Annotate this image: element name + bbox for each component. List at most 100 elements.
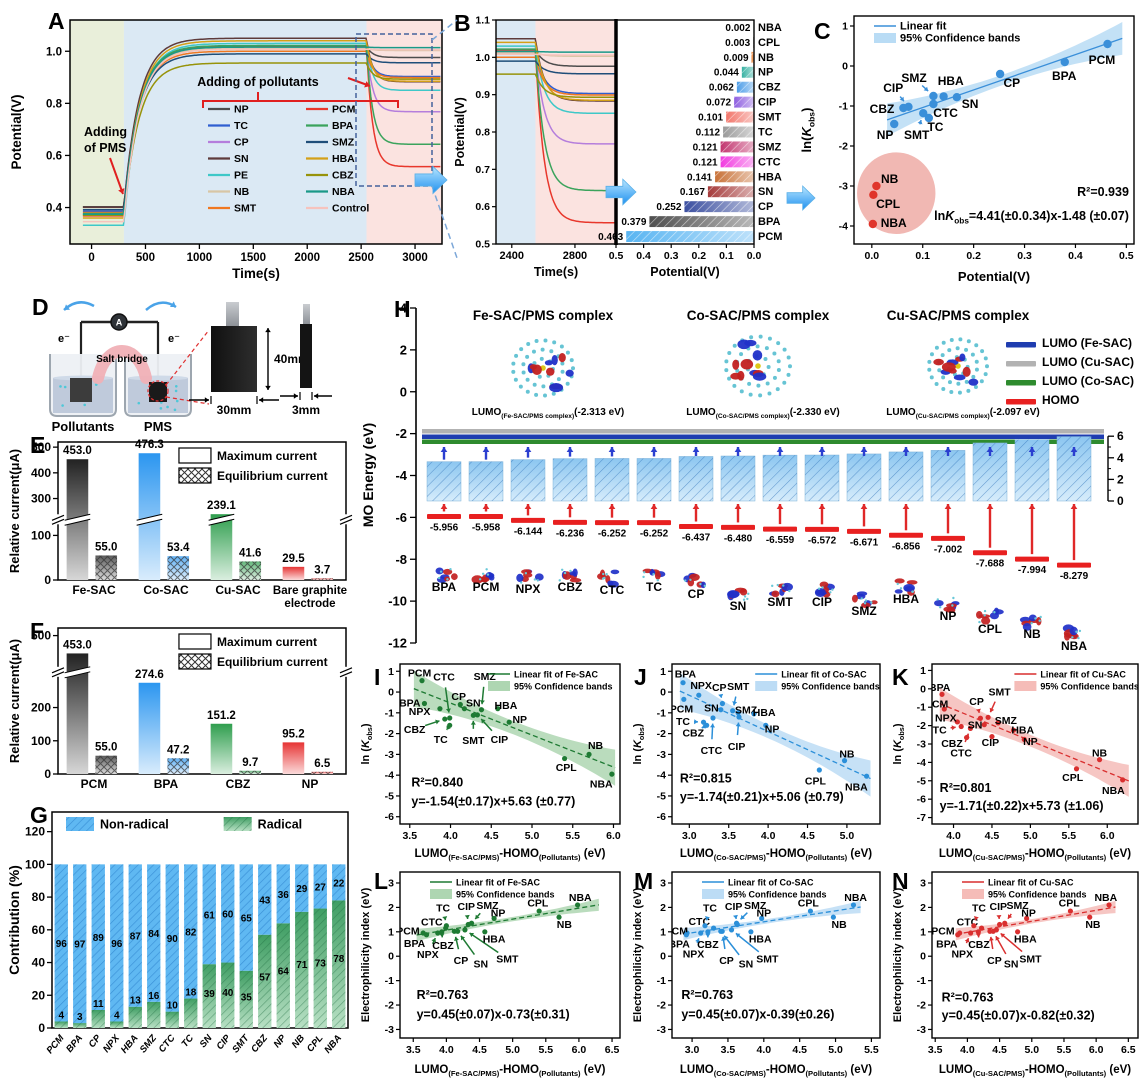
svg-text:0.7: 0.7: [475, 164, 490, 176]
panel-H-letter: H: [394, 296, 411, 322]
svg-text:NP: NP: [758, 67, 773, 79]
svg-text:0.112: 0.112: [696, 127, 721, 138]
svg-text:0.379: 0.379: [621, 217, 646, 228]
fit-line: [416, 904, 599, 936]
svg-text:NB: NB: [234, 186, 250, 198]
svg-text:47.2: 47.2: [167, 744, 189, 756]
data-point-NB: [1096, 757, 1103, 763]
svg-text:PCM: PCM: [670, 703, 694, 715]
svg-text:Electrophilicity index (eV): Electrophilicity index (eV): [360, 887, 372, 1022]
chart-A-time-potential: 0 500 1000 1500 2000 2500 3000 0.4 0.6 0.8 1.0 Time…: [9, 19, 443, 281]
panel-N: N PCM BPA CTC NPX CBZ TC CP SN SMT CIP SMZ HBA NP CPL…: [888, 866, 1146, 1080]
svg-text:LUMO(Co-SAC/PMS)-HOMO(Pollutan: LUMO(Co-SAC/PMS)-HOMO(Pollutants) (eV): [680, 1064, 872, 1078]
homo-level-CPL: [973, 550, 1007, 556]
svg-text:SN: SN: [704, 703, 719, 715]
svg-text:e⁻: e⁻: [58, 333, 70, 345]
svg-text:2: 2: [920, 902, 926, 914]
svg-text:CTC: CTC: [758, 156, 781, 168]
data-point-NP: [1024, 915, 1030, 921]
data-point-CIP: [736, 714, 742, 720]
data-point-CPL: [536, 908, 542, 914]
svg-text:0: 0: [920, 683, 926, 695]
data-point-NBA: [864, 773, 870, 779]
data-point-CIP: [996, 921, 1003, 928]
svg-text:-7: -7: [917, 812, 926, 824]
svg-text:0.6: 0.6: [46, 150, 62, 162]
svg-text:Potential(V): Potential(V): [650, 265, 719, 279]
panel-N-letter: N: [892, 868, 909, 894]
svg-text:5.0: 5.0: [840, 830, 855, 842]
svg-text:CTC: CTC: [433, 671, 455, 683]
svg-text:-6: -6: [385, 811, 394, 823]
svg-text:9.7: 9.7: [242, 757, 258, 769]
lumo-level: [422, 429, 1104, 434]
svg-text:CP: CP: [451, 691, 466, 703]
svg-text:NB: NB: [1092, 747, 1108, 759]
svg-text:CIP: CIP: [990, 901, 1008, 913]
svg-text:Linear fit of Cu-SAC: Linear fit of Cu-SAC: [988, 878, 1074, 888]
svg-text:BPA: BPA: [929, 682, 951, 694]
svg-text:95.2: 95.2: [282, 728, 304, 740]
svg-text:PCM: PCM: [332, 104, 356, 116]
data-point-SN: [718, 928, 724, 934]
svg-text:274.6: 274.6: [135, 669, 164, 681]
homo-level-HBA: [889, 532, 923, 538]
data-point-CIP: [904, 102, 913, 112]
svg-text:60: 60: [222, 909, 234, 920]
svg-text:29: 29: [296, 884, 308, 895]
svg-text:5.5: 5.5: [864, 1044, 879, 1056]
svg-text:0.0: 0.0: [865, 250, 880, 262]
svg-text:y=-1.54(±0.17)x+5.63 (±0.77): y=-1.54(±0.17)x+5.63 (±0.77): [411, 794, 575, 808]
svg-text:35: 35: [241, 993, 253, 1004]
svg-text:4.5: 4.5: [472, 1044, 487, 1056]
svg-text:HBA: HBA: [749, 934, 772, 946]
svg-text:CPL: CPL: [1062, 772, 1084, 784]
data-point-CBZ: [975, 929, 981, 935]
svg-text:1: 1: [388, 666, 394, 678]
svg-text:2500: 2500: [348, 252, 374, 264]
data-point-HBA: [1015, 929, 1021, 935]
svg-text:SMZ: SMZ: [138, 1032, 160, 1055]
data-point-NB: [841, 758, 848, 764]
svg-text:CP: CP: [234, 137, 249, 149]
svg-text:4.0: 4.0: [443, 830, 458, 842]
zoomed-curves: [496, 37, 616, 224]
svg-text:1.1: 1.1: [475, 15, 490, 27]
data-point-CP: [719, 700, 726, 707]
svg-text:y=-1.71(±0.22)x+5.73 (±1.06): y=-1.71(±0.22)x+5.73 (±1.06): [940, 799, 1104, 813]
svg-text:82: 82: [185, 927, 197, 938]
svg-text:0: 0: [920, 951, 926, 963]
svg-text:Linear fit of Cu-SAC: Linear fit of Cu-SAC: [1040, 670, 1126, 680]
svg-text:0.121: 0.121: [693, 142, 718, 153]
svg-text:3mm: 3mm: [292, 403, 320, 417]
svg-text:Electrophilicity index (eV): Electrophilicity index (eV): [892, 887, 904, 1022]
svg-text:2: 2: [400, 342, 407, 357]
svg-text:39: 39: [204, 989, 216, 1000]
svg-text:4.0: 4.0: [439, 1044, 454, 1056]
svg-text:-2: -2: [385, 728, 394, 740]
max-bar-NP: [282, 742, 305, 774]
svg-text:2: 2: [388, 902, 394, 914]
panel-I-letter: I: [374, 664, 381, 690]
svg-text:PCM: PCM: [45, 1032, 68, 1056]
data-point-TC: [958, 723, 964, 730]
svg-text:0: 0: [1117, 494, 1124, 508]
svg-text:CIP: CIP: [982, 737, 1000, 749]
data-point-NP: [506, 719, 512, 725]
svg-text:Equilibrium current: Equilibrium current: [217, 655, 328, 669]
svg-text:0: 0: [842, 61, 848, 73]
svg-text:-3: -3: [917, 1024, 926, 1036]
svg-text:NBA: NBA: [590, 778, 613, 790]
data-point-CPL: [1067, 908, 1074, 914]
svg-text:Electrophilicity index (eV): Electrophilicity index (eV): [632, 887, 644, 1022]
svg-text:1.0: 1.0: [46, 46, 62, 58]
svg-text:CTC: CTC: [157, 1033, 178, 1055]
data-point-HBA: [939, 92, 948, 101]
svg-text:HBA: HBA: [893, 592, 919, 606]
homo-level-NBA: [1057, 562, 1091, 568]
svg-text:CTC: CTC: [950, 747, 972, 759]
data-point-BPA: [939, 691, 945, 697]
svg-text:4: 4: [1117, 451, 1124, 465]
data-point-SMT: [470, 712, 476, 718]
